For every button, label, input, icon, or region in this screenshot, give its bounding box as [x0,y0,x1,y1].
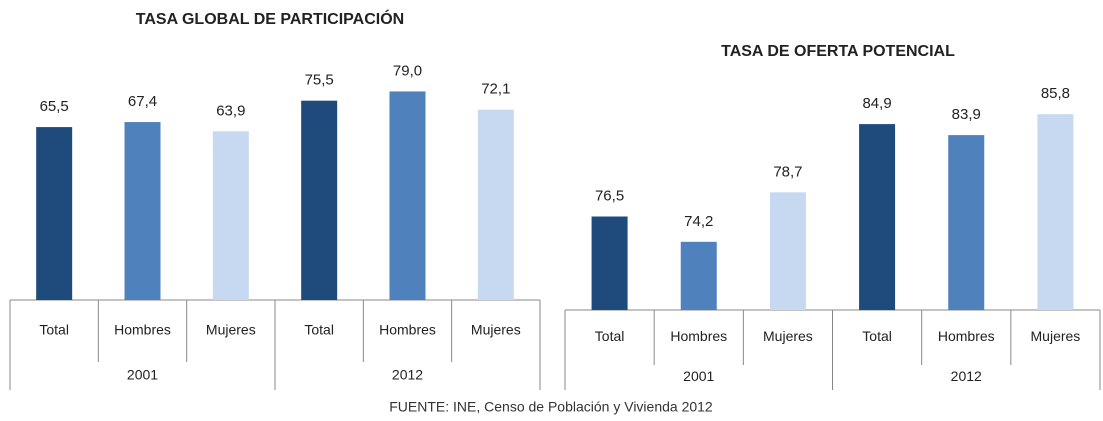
value-label: 74,2 [684,213,713,230]
x-tick-label: Mujeres [471,322,521,338]
bar [948,135,985,310]
bar [301,100,338,301]
group-label: 2012 [392,367,423,383]
bar [769,192,806,310]
value-label: 83,9 [952,106,981,123]
group-label: 2001 [127,367,158,383]
x-tick-label: Mujeres [206,322,256,338]
group-label: 2012 [951,368,982,384]
x-tick-label: Hombres [379,322,436,338]
x-tick-label: Mujeres [1031,328,1081,344]
value-label: 75,5 [305,72,334,89]
bar [389,91,426,300]
value-label: 67,4 [128,93,157,110]
value-label: 78,7 [773,163,802,180]
value-label: 76,5 [595,187,624,204]
bar [859,124,896,310]
group-label: 2001 [683,368,714,384]
x-tick-label: Mujeres [763,328,813,344]
bar [124,122,161,301]
value-label: 79,0 [393,62,422,79]
bar [1037,114,1074,310]
value-label: 63,9 [216,102,245,119]
bar [591,216,628,310]
x-tick-label: Hombres [670,328,727,344]
bar [212,131,249,300]
chart-title: TASA DE OFERTA POTENCIAL [721,43,955,60]
x-tick-label: Total [862,328,892,344]
value-label: 84,9 [862,95,891,112]
x-tick-label: Hombres [938,328,995,344]
bar [36,127,73,300]
chart-title: TASA GLOBAL DE PARTICIPACIÓN [136,9,404,28]
value-label: 85,8 [1041,85,1070,102]
source: FUENTE: INE, Censo de Población y Vivien… [389,399,713,415]
x-tick-label: Hombres [114,322,171,338]
bar [680,241,717,310]
bar [477,109,514,300]
value-label: 72,1 [481,81,510,98]
x-tick-label: Total [39,322,69,338]
x-tick-label: Total [595,328,625,344]
x-tick-label: Total [304,322,334,338]
value-label: 65,5 [40,98,69,115]
